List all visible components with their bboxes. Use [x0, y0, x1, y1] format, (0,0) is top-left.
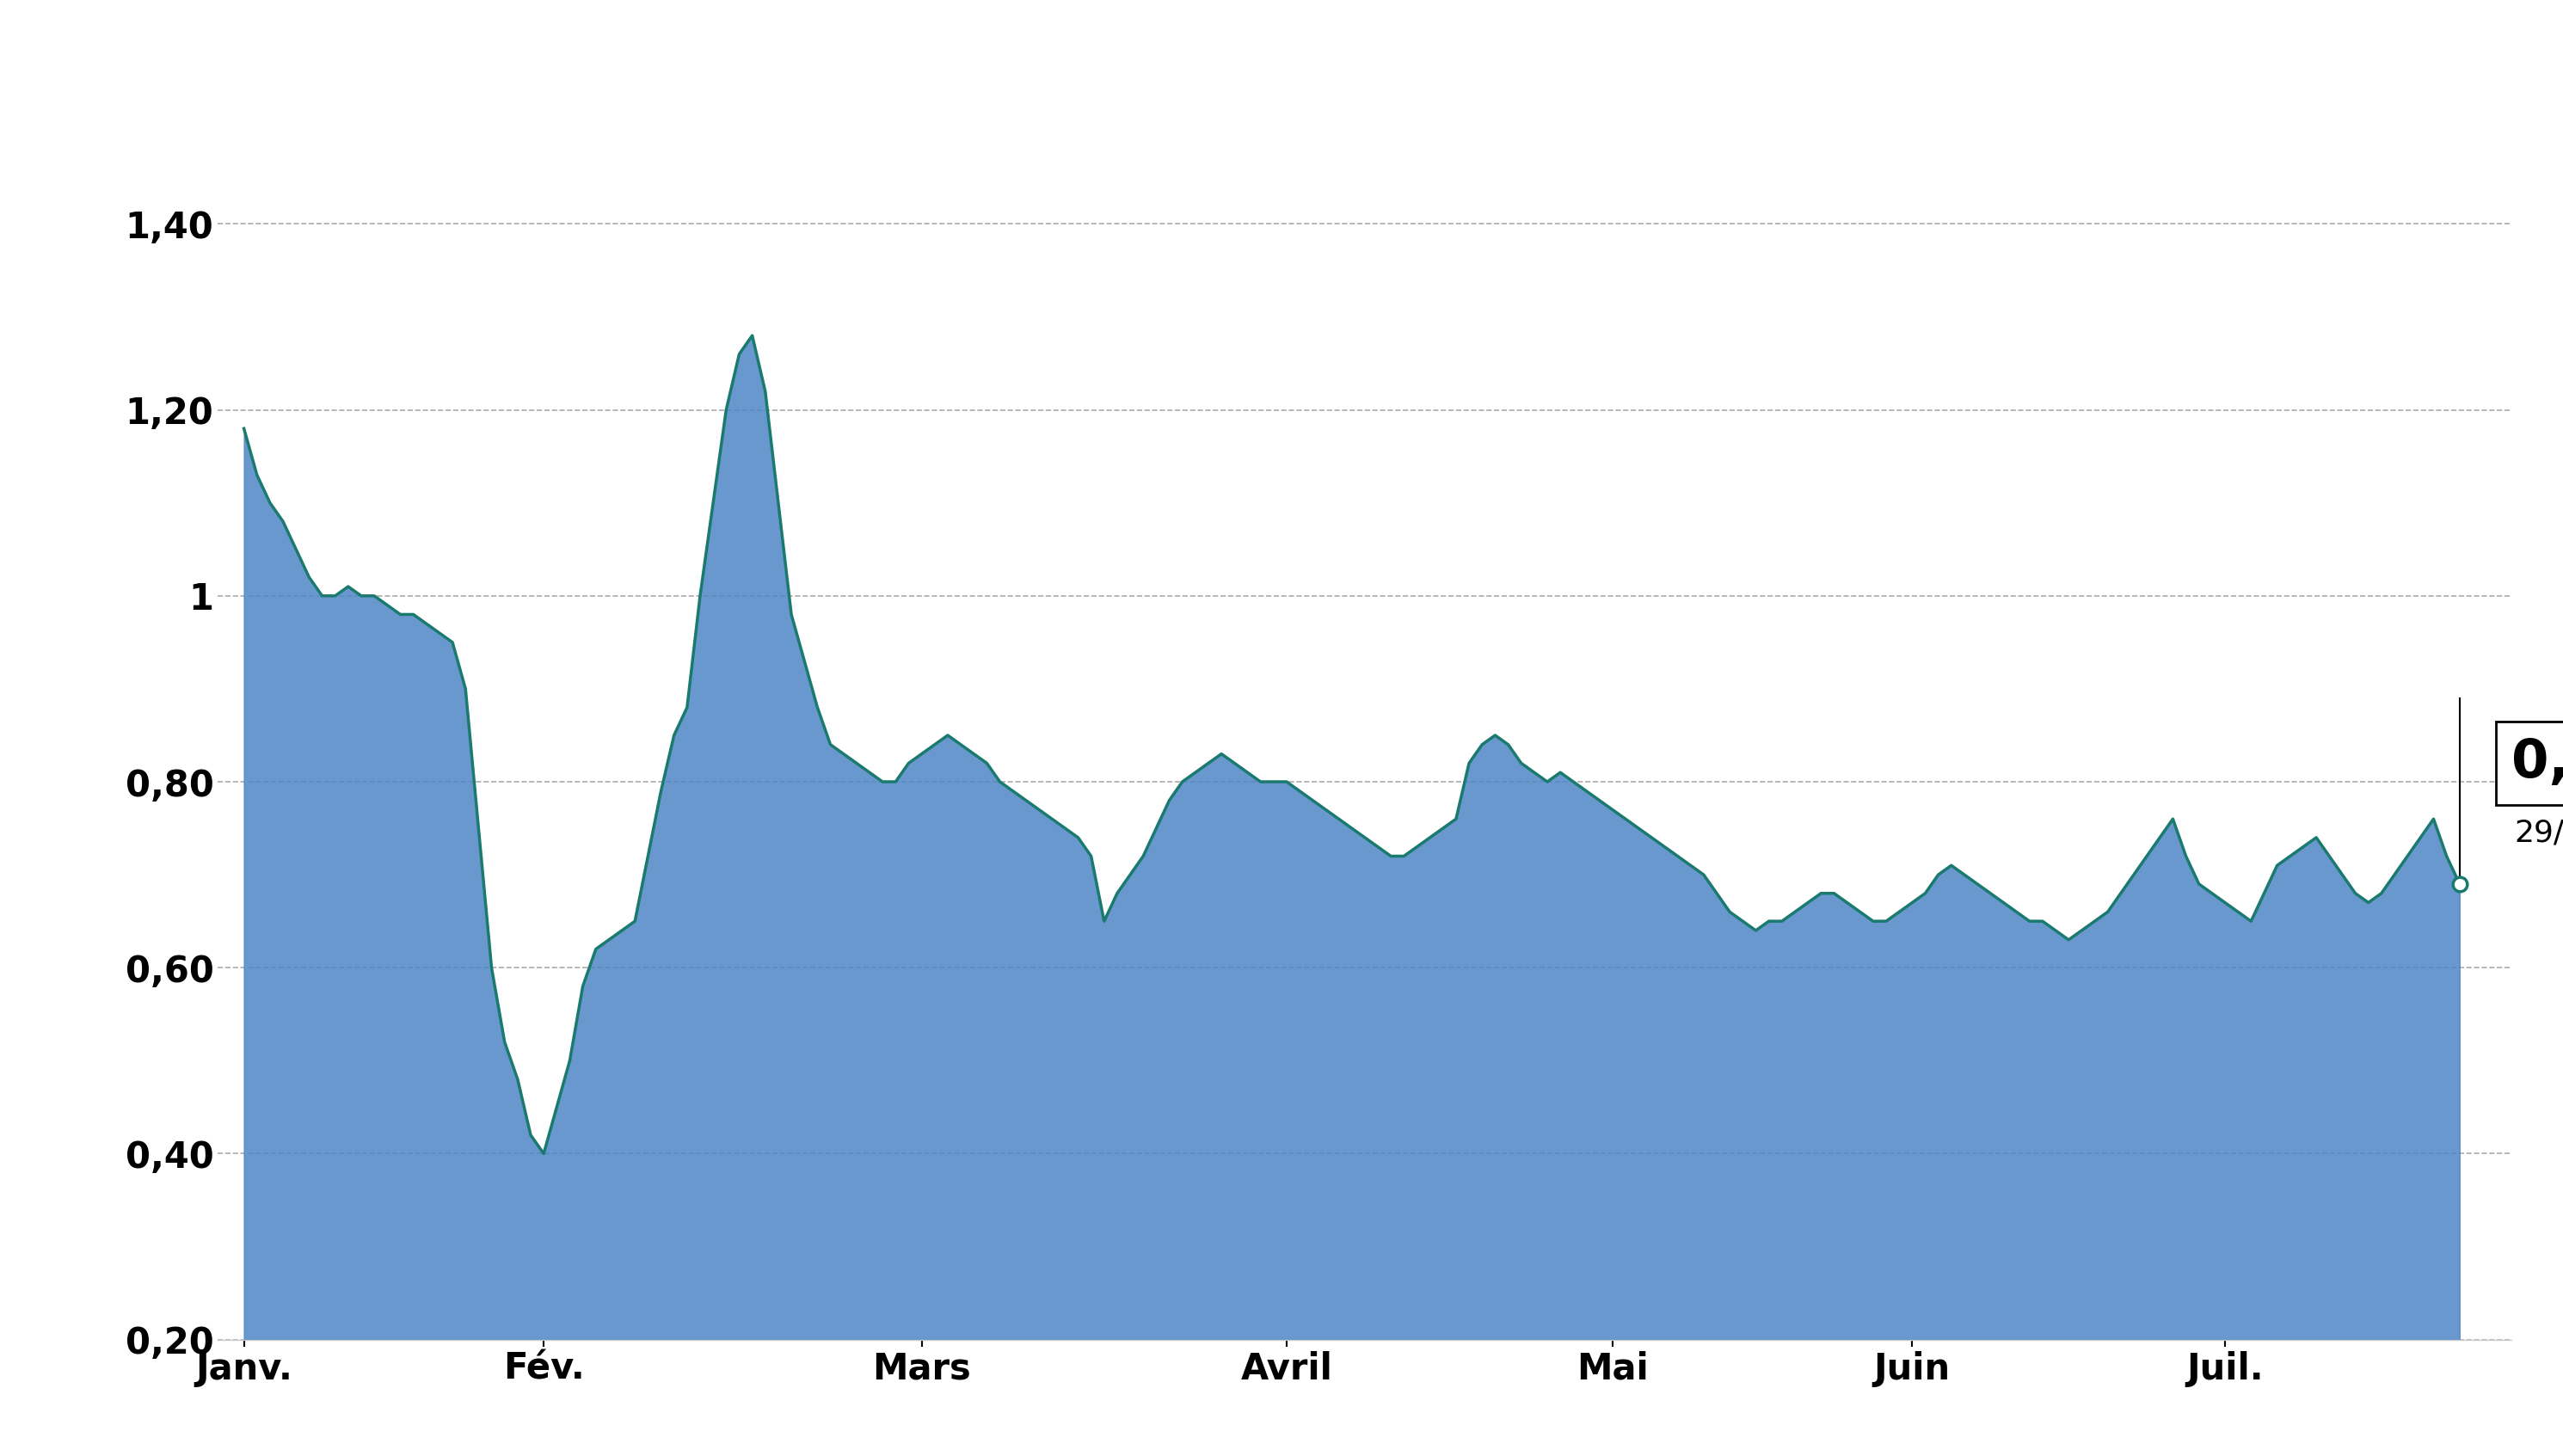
Text: 0,69: 0,69: [2512, 737, 2563, 789]
Text: 29/07: 29/07: [2514, 818, 2563, 847]
Text: TERACT: TERACT: [1094, 16, 1469, 100]
